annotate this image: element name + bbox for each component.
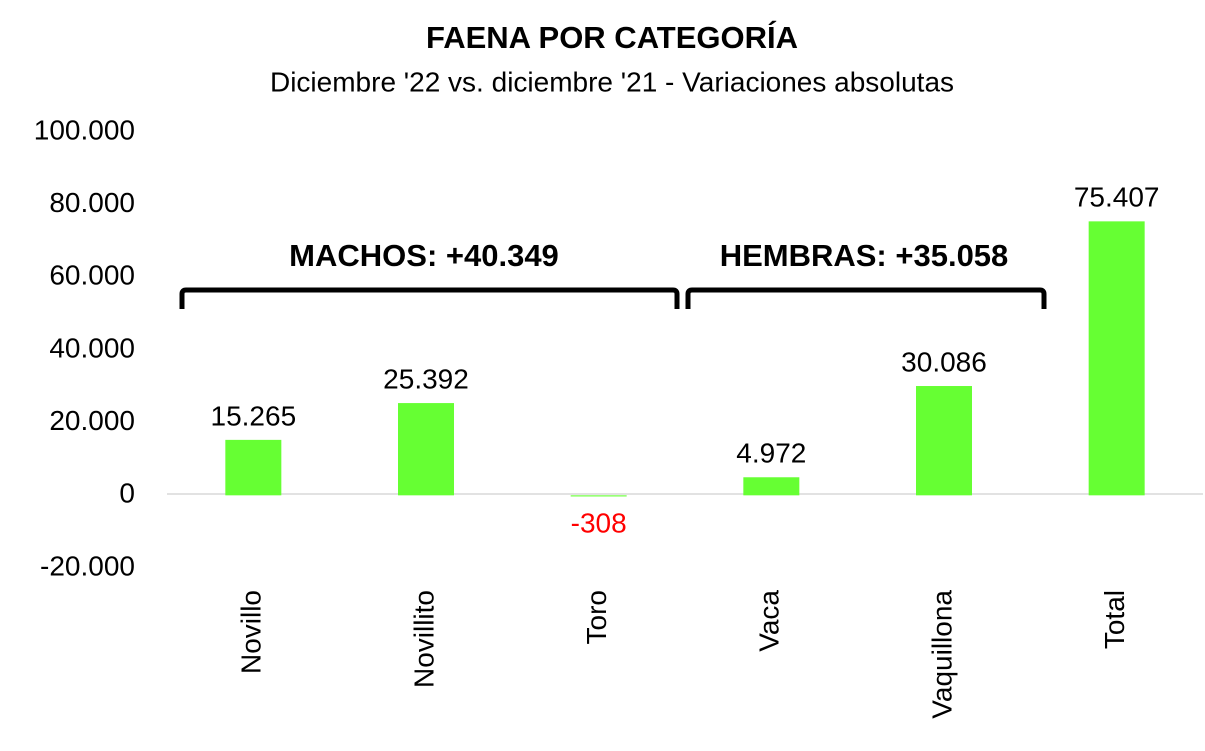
chart-title: FAENA POR CATEGORÍA bbox=[426, 20, 798, 55]
bar bbox=[1088, 221, 1145, 496]
annotation: HEMBRAS: +35.058 bbox=[720, 238, 1009, 273]
y-tick-label: 20.000 bbox=[49, 405, 135, 436]
value-label: -308 bbox=[571, 508, 627, 539]
y-tick-label: 100.000 bbox=[34, 114, 135, 145]
x-tick-label: Novillito bbox=[408, 590, 439, 688]
value-label: 4.972 bbox=[736, 438, 806, 469]
x-tick-label: Total bbox=[1099, 590, 1130, 649]
value-label: 25.392 bbox=[383, 363, 469, 394]
x-tick-label: Novillo bbox=[236, 590, 267, 674]
x-tick-label: Vaca bbox=[754, 590, 785, 652]
x-tick-label: Toro bbox=[581, 590, 612, 644]
y-tick-label: -20.000 bbox=[40, 550, 135, 581]
chart-subtitle: Diciembre '22 vs. diciembre '21 - Variac… bbox=[270, 66, 954, 97]
bar bbox=[916, 386, 972, 496]
y-tick-label: 0 bbox=[119, 478, 135, 509]
y-tick-label: 40.000 bbox=[49, 332, 135, 363]
brace bbox=[685, 287, 1047, 309]
bar bbox=[225, 439, 282, 496]
value-label: 30.086 bbox=[901, 346, 987, 377]
brace bbox=[179, 287, 680, 309]
y-tick-label: 80.000 bbox=[49, 187, 135, 218]
y-tick-label: 60.000 bbox=[49, 260, 135, 291]
value-label: 15.265 bbox=[211, 400, 297, 431]
bar bbox=[570, 495, 627, 497]
x-tick-label: Vaquillona bbox=[926, 590, 957, 719]
value-label: 75.407 bbox=[1074, 182, 1160, 213]
annotation: MACHOS: +40.349 bbox=[289, 238, 559, 273]
bar bbox=[743, 477, 800, 496]
bar bbox=[398, 403, 454, 496]
